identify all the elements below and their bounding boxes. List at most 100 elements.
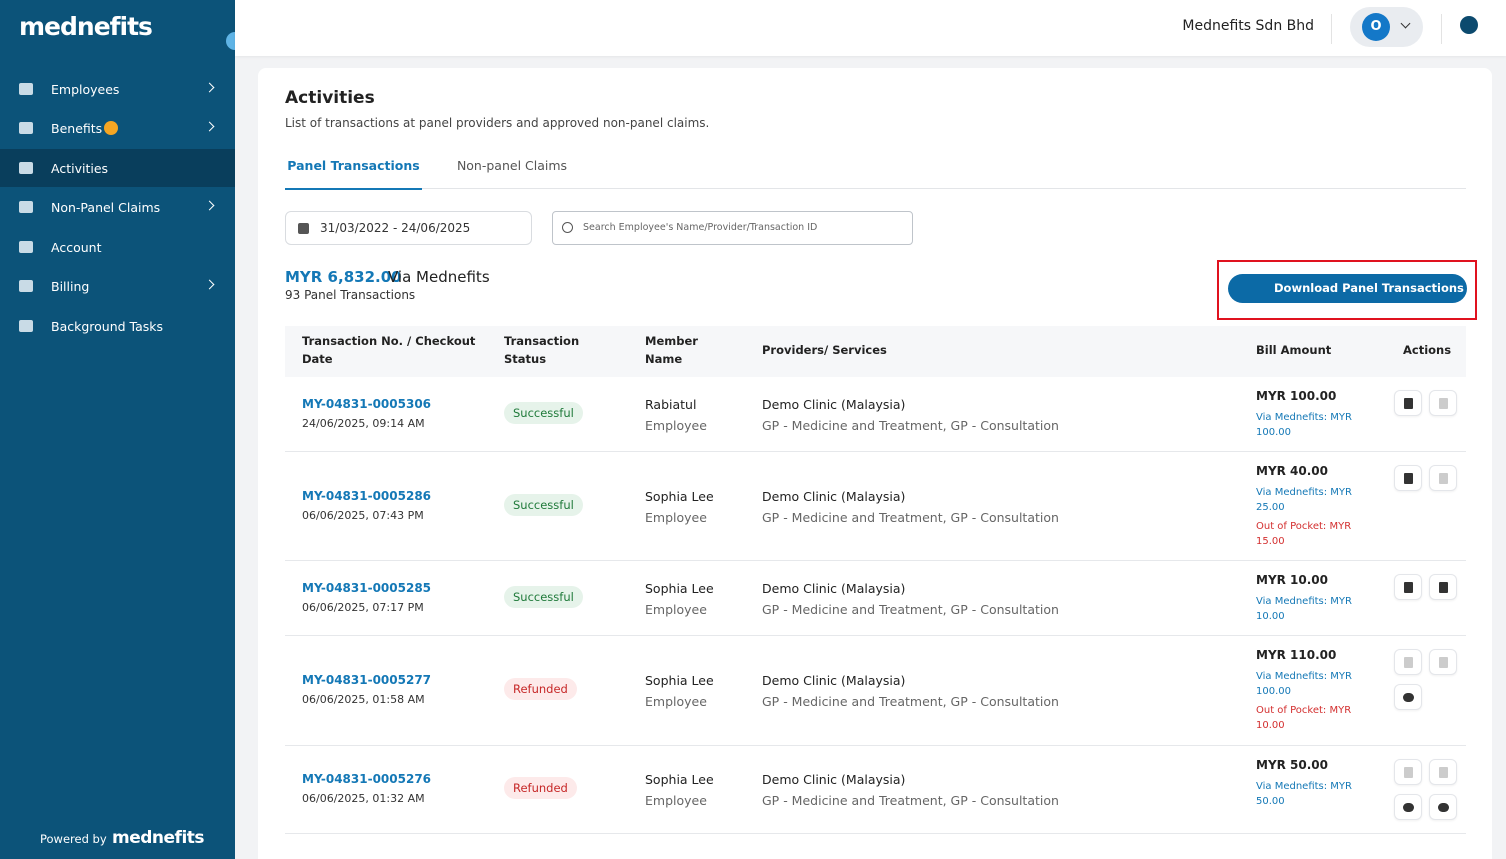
highlight-box	[1217, 260, 1477, 320]
company-name[interactable]: Mednefits Sdn Bhd	[1182, 18, 1314, 34]
nav-icon	[19, 320, 33, 332]
nav-icon	[19, 280, 33, 292]
services: GP - Medicine and Treatment, GP - Consul…	[762, 417, 1059, 433]
bill-amount: MYR 110.00	[1256, 648, 1337, 662]
nav-icon	[19, 201, 33, 213]
bill-amount: MYR 50.00	[1256, 758, 1329, 772]
status-pill: Successful	[504, 401, 583, 424]
action-icon	[1404, 767, 1413, 778]
column-header: Actions	[1403, 343, 1452, 357]
action-button[interactable]	[1429, 390, 1457, 416]
nav-item[interactable]: Benefits	[0, 109, 235, 147]
checkout-date: 06/06/2025, 01:32 AM	[302, 792, 425, 805]
nav-item[interactable]: Activities	[0, 149, 235, 187]
nav-chevron	[204, 82, 215, 93]
via-mednefits: Via Mednefits: MYR 100.00	[1256, 412, 1352, 438]
checkout-date: 06/06/2025, 07:17 PM	[302, 600, 424, 614]
divider	[1331, 14, 1332, 44]
services: GP - Medicine and Treatment, GP - Consul…	[762, 694, 1059, 709]
action-button[interactable]	[1429, 794, 1457, 820]
bill-amount: MYR 40.00	[1256, 464, 1329, 478]
help-icon[interactable]	[1460, 16, 1478, 34]
table-row	[285, 377, 1466, 452]
action-icon	[1403, 693, 1414, 702]
column-header: Bill Amount	[1256, 343, 1332, 357]
powered-by: Powered by	[40, 832, 107, 846]
action-icon	[1404, 473, 1413, 484]
nav-icon	[19, 162, 33, 174]
transaction-id[interactable]: MY-04831-0005276	[302, 772, 432, 786]
action-icon	[1404, 582, 1413, 593]
action-icon	[1404, 657, 1413, 668]
member-name: Rabiatul	[645, 396, 697, 412]
provider: Demo Clinic (Malaysia)	[762, 396, 906, 412]
action-button[interactable]	[1394, 465, 1422, 491]
member-role: Employee	[645, 601, 707, 617]
account-menu[interactable]: O	[1350, 7, 1423, 47]
nav-chevron	[204, 200, 215, 211]
column-header: Member Name	[645, 334, 698, 366]
action-button[interactable]	[1429, 465, 1457, 491]
action-icon	[1404, 398, 1413, 409]
nav-item[interactable]: Non-Panel Claims	[0, 188, 235, 226]
column-header: Providers/ Services	[762, 343, 887, 357]
page-subtitle: List of transactions at panel providers …	[285, 116, 710, 130]
action-icon	[1439, 767, 1448, 778]
action-button[interactable]	[1394, 794, 1422, 820]
date-picker[interactable]: 31/03/2022 - 24/06/2025	[285, 211, 532, 245]
transaction-id[interactable]: MY-04831-0005285	[302, 580, 432, 595]
member-role: Employee	[645, 417, 707, 433]
action-button[interactable]	[1429, 759, 1457, 785]
content-card: Activities List of transactions at panel…	[258, 68, 1492, 859]
table-row	[285, 636, 1466, 746]
column-header: Transaction No. / Checkout Date	[302, 334, 476, 366]
transaction-id[interactable]: MY-04831-0005306	[302, 396, 432, 411]
action-button[interactable]	[1429, 649, 1457, 675]
nav-icon	[19, 122, 33, 134]
status-pill: Successful	[504, 493, 583, 516]
member-name: Sophia Lee	[645, 772, 714, 787]
action-icon	[1439, 582, 1448, 593]
sidebar: mednefits Powered by mednefits Employees…	[0, 0, 244, 859]
tab[interactable]: Non-panel Claims	[456, 158, 568, 173]
nav-item[interactable]: Billing	[0, 267, 235, 305]
nav-item[interactable]: Account	[0, 228, 235, 266]
nav-item[interactable]: Background Tasks	[0, 307, 235, 345]
member-name: Sophia Lee	[645, 488, 714, 504]
bill-amount: MYR 100.00	[1256, 389, 1337, 403]
member-role: Employee	[645, 509, 707, 525]
action-button[interactable]	[1394, 649, 1422, 675]
via-mednefits: Via Mednefits: MYR 50.00	[1256, 781, 1352, 807]
search-placeholder: Search Employee's Name/Provider/Transact…	[583, 222, 818, 233]
provider: Demo Clinic (Malaysia)	[762, 772, 906, 787]
checkout-date: 06/06/2025, 07:43 PM	[302, 508, 424, 522]
search-icon	[562, 222, 573, 233]
transaction-id[interactable]: MY-04831-0005286	[302, 488, 432, 503]
search-input[interactable]: Search Employee's Name/Provider/Transact…	[552, 211, 913, 245]
transaction-id[interactable]: MY-04831-0005277	[302, 673, 432, 687]
download-button[interactable]: Download Panel Transactions	[1228, 274, 1467, 303]
nav-chevron	[204, 121, 215, 132]
action-icon	[1438, 803, 1449, 812]
table-row	[285, 746, 1466, 834]
calendar-icon	[298, 223, 309, 234]
out-of-pocket: Out of Pocket: MYR 10.00	[1256, 705, 1352, 731]
action-button[interactable]	[1429, 574, 1457, 600]
member-name: Sophia Lee	[645, 673, 714, 688]
via-mednefits: Via Mednefits: MYR 100.00	[1256, 671, 1352, 697]
action-button[interactable]	[1394, 574, 1422, 600]
status-pill: Refunded	[504, 777, 577, 799]
action-button[interactable]	[1394, 390, 1422, 416]
action-button[interactable]	[1394, 759, 1422, 785]
services: GP - Medicine and Treatment, GP - Consul…	[762, 509, 1059, 525]
action-button[interactable]	[1394, 684, 1422, 710]
divider	[1441, 14, 1442, 44]
nav-icon	[19, 83, 33, 95]
services: GP - Medicine and Treatment, GP - Consul…	[762, 793, 1059, 808]
action-icon	[1403, 803, 1414, 812]
nav-item[interactable]: Employees	[0, 70, 235, 108]
tab-active[interactable]: Panel Transactions	[285, 158, 422, 190]
checkout-date: 06/06/2025, 01:58 AM	[302, 693, 425, 706]
header: Mednefits Sdn Bhd O	[235, 0, 1506, 56]
logo: mednefits	[19, 12, 153, 41]
